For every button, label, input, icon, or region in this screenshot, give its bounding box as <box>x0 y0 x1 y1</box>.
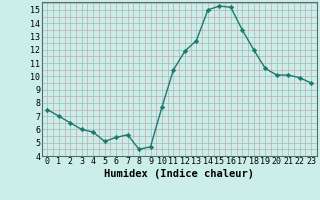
X-axis label: Humidex (Indice chaleur): Humidex (Indice chaleur) <box>104 169 254 179</box>
